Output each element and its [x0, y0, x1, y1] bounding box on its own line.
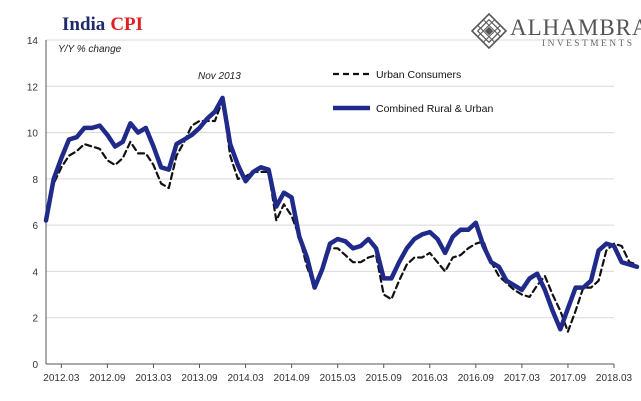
gridlines — [46, 39, 614, 319]
x-tick-label-2017.09: 2017.09 — [550, 373, 587, 384]
x-tick-label-2012.03: 2012.03 — [43, 373, 80, 384]
y-tick-label-2: 2 — [32, 314, 38, 325]
y-tick-label-8: 8 — [32, 175, 38, 186]
legend-label-combined-rural-urban: Combined Rural & Urban — [376, 103, 493, 115]
chart-subtitle: Y/Y % change — [58, 44, 122, 55]
axes — [45, 40, 615, 368]
x-tick-label-2014.03: 2014.03 — [227, 373, 264, 384]
x-tick-label-2013.09: 2013.09 — [181, 373, 218, 384]
series-lines — [43, 95, 640, 333]
chart-title-main: India — [62, 14, 106, 35]
legend-label-urban-consumers: Urban Consumers — [376, 69, 461, 81]
x-tick-label-2018.03: 2018.03 — [596, 373, 633, 384]
alhambra-logo: ALHAMBRA INVESTMENTS — [470, 12, 641, 52]
x-tick-label-2014.09: 2014.09 — [274, 373, 311, 384]
y-tick-label-14: 14 — [27, 36, 39, 47]
x-tick-label-2013.03: 2013.03 — [135, 373, 172, 384]
logo-brand-sub: INVESTMENTS — [542, 39, 635, 49]
chart-title: India CPI — [62, 14, 143, 36]
y-tick-label-6: 6 — [32, 221, 38, 232]
x-tick-label-2016.03: 2016.03 — [412, 373, 449, 384]
y-tick-label-4: 4 — [32, 267, 38, 278]
peak-annotation: Nov 2013 — [198, 71, 241, 82]
x-tick-label-2017.03: 2017.03 — [504, 373, 541, 384]
y-tick-label-0: 0 — [32, 360, 38, 371]
logo-brand-name: ALHAMBRA — [510, 15, 641, 40]
series-line-urban-consumers — [44, 99, 639, 333]
chart-title-accent: CPI — [110, 14, 144, 35]
series-line-combined-rural-urban — [43, 95, 640, 332]
y-tick-label-12: 12 — [27, 82, 39, 93]
y-tick-label-10: 10 — [27, 129, 39, 140]
x-tick-label-2012.09: 2012.09 — [89, 373, 126, 384]
legend: Urban Consumers Combined Rural & Urban — [333, 69, 493, 115]
y-axis-tick-labels: 0 2 4 6 8 10 12 14 — [27, 36, 39, 371]
x-tick-label-2015.03: 2015.03 — [320, 373, 357, 384]
x-tick-label-2015.09: 2015.09 — [366, 373, 403, 384]
alhambra-lattice-diamond-icon — [470, 12, 508, 50]
x-axis-tick-labels: 2012.03 2012.09 2013.03 2013.09 2014.03 2014.… — [43, 373, 632, 384]
x-tick-label-2016.09: 2016.09 — [458, 373, 495, 384]
